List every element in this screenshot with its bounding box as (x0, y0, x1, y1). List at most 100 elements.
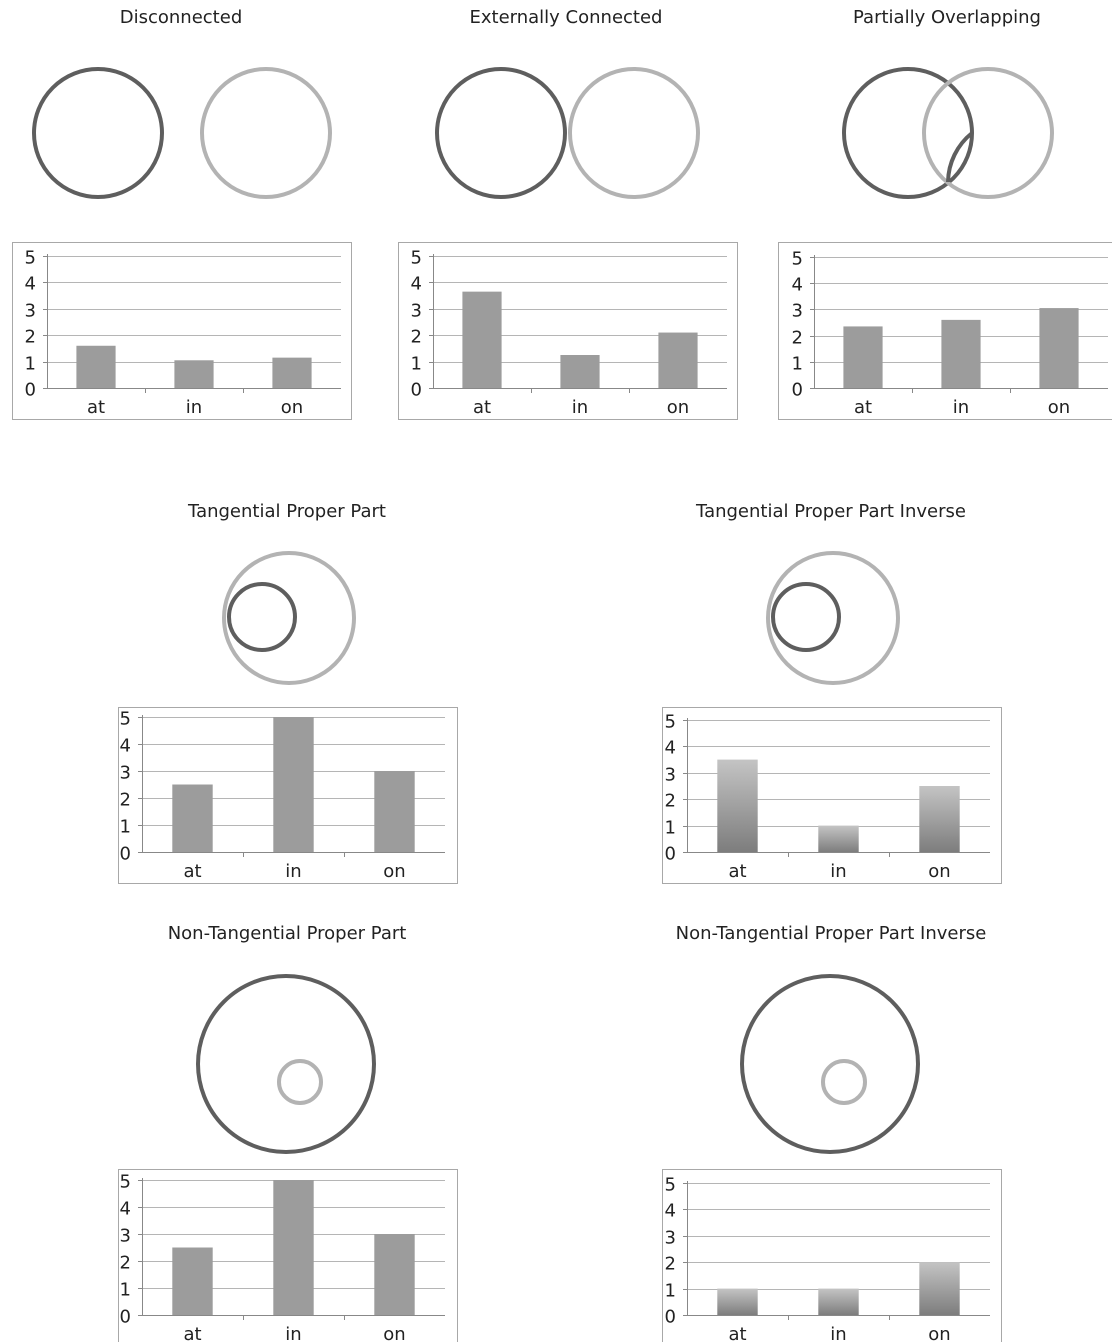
y-tick-label: 4 (25, 274, 36, 295)
bar-at (172, 1247, 213, 1315)
y-tick-label: 5 (665, 712, 676, 733)
x-tick-label: at (728, 861, 746, 882)
y-tick-label: 2 (411, 327, 422, 348)
region-b-circle (771, 582, 841, 652)
bar-chart-tppi: 0 1 2 3 4 5 at in on (662, 707, 1002, 884)
y-tick-label: 3 (665, 1228, 676, 1249)
y-tick-label: 4 (411, 274, 422, 295)
bar-in (273, 1180, 314, 1315)
x-tick-label: on (383, 1324, 405, 1342)
region-a-circle (222, 551, 356, 685)
x-tick-label: in (572, 397, 588, 418)
x-tick-label: at (728, 1324, 746, 1342)
bar-chart-po: 0 1 2 3 4 5 at in on (778, 242, 1112, 420)
bar-chart-tpp: 0 1 2 3 4 5 at in on (118, 707, 458, 884)
y-tick-label: 0 (120, 844, 131, 865)
x-tick-label: on (667, 397, 689, 418)
y-tick-label: 5 (25, 248, 36, 269)
bar-chart-ec: 0 1 2 3 4 5 at in on (398, 242, 738, 420)
relation-diagram-ntppi (740, 974, 920, 1154)
bar-in (560, 355, 600, 388)
region-b-circle (200, 67, 332, 199)
y-tick-label: 3 (665, 765, 676, 786)
x-tick-label: at (183, 861, 201, 882)
panel-title-partially-overlapping: Partially Overlapping (853, 7, 1041, 28)
region-b-circle (227, 582, 297, 652)
bar-on (919, 786, 960, 852)
y-tick-label: 2 (792, 328, 803, 349)
relation-diagram-dc (32, 67, 332, 199)
y-tick-label: 3 (792, 301, 803, 322)
y-tick-label: 2 (120, 790, 131, 811)
y-tick-label: 1 (792, 354, 803, 375)
x-tick-label: on (928, 861, 950, 882)
y-tick-label: 0 (120, 1307, 131, 1328)
chart-frame (12, 242, 352, 420)
y-tick-label: 2 (120, 1253, 131, 1274)
bar-on (374, 771, 415, 852)
bar-at (717, 1288, 758, 1315)
y-tick-label: 5 (665, 1175, 676, 1196)
chart-frame (662, 1169, 1002, 1342)
x-tick-label: in (953, 397, 969, 418)
y-tick-label: 4 (120, 1199, 131, 1220)
region-a-circle (740, 974, 920, 1154)
panel-title-disconnected: Disconnected (119, 7, 243, 28)
bar-on (272, 357, 312, 388)
bar-chart-ntppi: 0 1 2 3 4 5 at in on (662, 1169, 1002, 1342)
region-a-circle (435, 67, 567, 199)
y-tick-label: 5 (411, 248, 422, 269)
chart-frame (398, 242, 738, 420)
y-tick-label: 0 (411, 380, 422, 401)
x-tick-label: on (928, 1324, 950, 1342)
relation-diagram-tppi (766, 551, 900, 685)
x-tick-label: at (87, 397, 105, 418)
region-a-circle (842, 67, 974, 199)
y-tick-label: 5 (792, 249, 803, 270)
panel-title-tangential-proper-part: Tangential Proper Part (188, 501, 386, 522)
relation-diagram-ntpp (196, 974, 376, 1154)
x-tick-label: at (183, 1324, 201, 1342)
y-tick-label: 4 (665, 1201, 676, 1222)
panel-title-tangential-proper-part-inverse: Tangential Proper Part Inverse (696, 501, 966, 522)
relation-diagram-tpp (222, 551, 356, 685)
x-tick-label: at (473, 397, 491, 418)
y-tick-label: 2 (665, 791, 676, 812)
bar-in (174, 360, 214, 388)
y-tick-label: 3 (411, 301, 422, 322)
x-tick-label: on (383, 861, 405, 882)
panel-title-non-tangential-proper-part-inverse: Non-Tangential Proper Part Inverse (675, 923, 987, 944)
bar-in (273, 717, 314, 852)
region-a-circle (766, 551, 900, 685)
y-tick-label: 5 (120, 1172, 131, 1193)
bar-chart-ntpp: 0 1 2 3 4 5 at in on (118, 1169, 458, 1342)
y-tick-label: 3 (120, 1226, 131, 1247)
y-tick-label: 2 (665, 1254, 676, 1275)
x-tick-label: on (1048, 397, 1070, 418)
y-tick-label: 0 (25, 380, 36, 401)
y-tick-label: 0 (792, 380, 803, 401)
region-b-circle (821, 1059, 867, 1105)
panel-title-externally-connected: Externally Connected (469, 7, 663, 28)
y-tick-label: 1 (665, 818, 676, 839)
y-tick-label: 3 (25, 301, 36, 322)
x-tick-label: on (281, 397, 303, 418)
bar-at (717, 759, 758, 852)
y-tick-label: 0 (665, 844, 676, 865)
bar-on (919, 1262, 960, 1315)
bar-in (818, 1288, 859, 1315)
bar-at (76, 345, 116, 388)
y-tick-label: 4 (792, 275, 803, 296)
y-tick-label: 3 (120, 763, 131, 784)
region-a-circle (32, 67, 164, 199)
y-tick-label: 1 (25, 354, 36, 375)
x-tick-label: in (830, 1324, 846, 1342)
y-tick-label: 1 (665, 1281, 676, 1302)
bar-in (941, 319, 981, 388)
y-tick-label: 4 (120, 736, 131, 757)
x-tick-label: in (285, 1324, 301, 1342)
x-tick-label: in (186, 397, 202, 418)
bar-at (843, 326, 883, 388)
